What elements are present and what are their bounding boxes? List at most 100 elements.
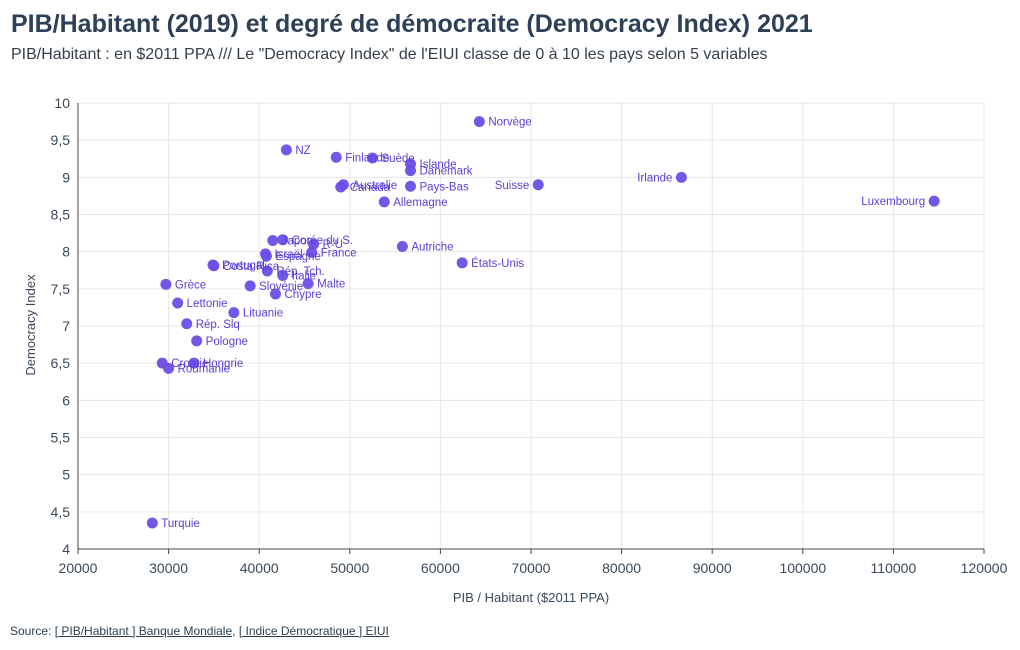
data-point[interactable] [172, 297, 184, 309]
data-label: Pologne [206, 336, 248, 348]
data-label: Espagne [275, 251, 320, 263]
x-tick-label: 50000 [330, 560, 369, 576]
y-tick-label: 9 [62, 169, 70, 185]
data-point[interactable] [267, 235, 279, 247]
x-tick-label: 30000 [149, 560, 188, 576]
data-point[interactable] [532, 179, 544, 191]
data-label: États-Unis [471, 257, 524, 270]
data-point[interactable] [675, 171, 687, 183]
data-label: Corée du S. [292, 235, 353, 247]
data-label: Allemagne [393, 197, 447, 209]
data-label: Autriche [411, 241, 453, 253]
data-label: France [321, 247, 357, 259]
data-point[interactable] [277, 269, 289, 281]
data-point[interactable] [280, 144, 292, 156]
data-label: Danemark [420, 166, 473, 178]
chart-title: PIB/Habitant (2019) et degré de démocrai… [11, 10, 813, 38]
y-tick-label: 10 [54, 95, 70, 111]
data-point[interactable] [146, 517, 158, 529]
data-point[interactable] [244, 280, 256, 292]
data-point[interactable] [928, 195, 940, 207]
source-prefix: Source: [10, 624, 55, 638]
data-label: Australie [352, 180, 397, 192]
y-tick-label: 4 [62, 541, 70, 557]
y-tick-label: 8,5 [51, 207, 71, 223]
data-label: Italie [292, 270, 316, 282]
data-points [146, 116, 940, 529]
data-label: Suisse [495, 180, 530, 192]
data-point[interactable] [302, 278, 314, 290]
data-point[interactable] [163, 362, 175, 374]
source-separator: , [232, 624, 239, 638]
data-label: Malte [317, 279, 345, 291]
data-point[interactable] [396, 240, 408, 252]
x-tick-label: 100000 [779, 560, 826, 576]
data-point[interactable] [188, 357, 200, 369]
data-point[interactable] [191, 335, 203, 347]
data-point[interactable] [160, 278, 172, 290]
data-label: Croatie [171, 358, 208, 370]
data-point[interactable] [208, 260, 220, 272]
data-point[interactable] [308, 238, 320, 250]
data-label: Rép. Tch. [276, 266, 324, 278]
x-tick-label: 80000 [602, 560, 641, 576]
data-label: Lettonie [187, 298, 228, 310]
data-point[interactable] [277, 234, 289, 246]
data-label: Irlande [637, 172, 672, 184]
y-tick-label: 7,5 [51, 281, 71, 297]
x-tick-label: 20000 [59, 560, 98, 576]
data-point[interactable] [405, 180, 417, 192]
source-note: Source: [ PIB/Habitant ] Banque Mondiale… [10, 624, 389, 638]
data-label: Costa Rica [223, 261, 280, 273]
data-label: Lituanie [243, 308, 283, 320]
data-point[interactable] [306, 246, 318, 258]
data-point[interactable] [366, 152, 378, 164]
data-label: Japon [282, 236, 313, 248]
x-tick-label: 60000 [421, 560, 460, 576]
x-tick-label: 90000 [693, 560, 732, 576]
axes: 4 4,5 5 5,5 6 6,5 7 7,5 8 8,5 9 9,5 10 20000 30000 4000… [51, 95, 1008, 576]
data-label: Slovénie [259, 281, 303, 293]
data-point[interactable] [261, 265, 273, 277]
y-tick-label: 7 [62, 318, 70, 334]
data-label: Turquie [161, 518, 200, 530]
data-label: Chypre [285, 289, 322, 301]
data-point[interactable] [260, 248, 272, 260]
data-label: Roumanie [178, 363, 230, 375]
source-link-democracy[interactable]: [ Indice Démocratique ] EIUI [238, 624, 389, 638]
x-tick-label: 70000 [512, 560, 551, 576]
data-point[interactable] [330, 151, 342, 163]
data-label: Israël [275, 249, 303, 261]
data-label: Finlande [345, 152, 389, 164]
data-point[interactable] [473, 116, 485, 128]
data-point[interactable] [405, 165, 417, 177]
data-label: Rép. Slq [196, 319, 240, 331]
x-tick-label: 110000 [871, 560, 917, 576]
data-label: Hongrie [203, 358, 243, 370]
data-point[interactable] [228, 307, 240, 319]
chart-subtitle: PIB/Habitant : en $2011 PPA /// Le "Demo… [11, 46, 768, 63]
x-tick-label: 120000 [961, 560, 1008, 576]
source-link-pib[interactable]: [ PIB/Habitant ] Banque Mondiale [54, 624, 233, 638]
data-label: Canada [350, 182, 391, 194]
data-label: NZ [295, 145, 310, 157]
scatter-chart: 4 4,5 5 5,5 6 6,5 7 7,5 8 8,5 9 9,5 10 20000 30000 4000… [23, 95, 1008, 605]
data-point[interactable] [378, 196, 390, 208]
data-point[interactable] [335, 181, 347, 193]
y-axis-title: Democracy Index [23, 274, 38, 376]
data-label: R-U [323, 239, 343, 251]
data-label: Luxembourg [861, 196, 925, 208]
y-tick-label: 5 [62, 467, 70, 483]
data-point[interactable] [456, 257, 468, 269]
y-tick-label: 9,5 [51, 132, 71, 148]
data-point[interactable] [270, 288, 282, 300]
data-label: Norvège [488, 117, 531, 129]
data-point[interactable] [181, 318, 193, 330]
x-axis-title: PIB / Habitant ($2011 PPA) [453, 590, 609, 605]
y-tick-label: 4,5 [51, 504, 71, 520]
y-tick-label: 6 [62, 392, 70, 408]
data-label: Pays-Bas [420, 181, 469, 193]
y-tick-label: 6,5 [51, 355, 71, 371]
data-label: Portugal [222, 260, 265, 272]
